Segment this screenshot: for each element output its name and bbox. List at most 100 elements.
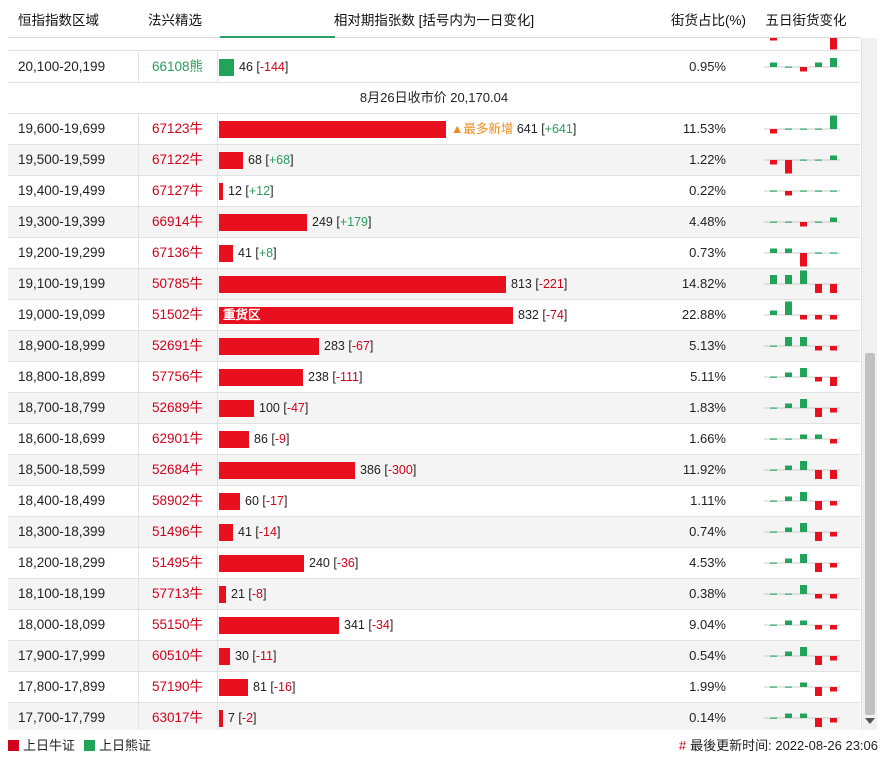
vertical-scrollbar[interactable] xyxy=(861,38,877,730)
table-row[interactable]: 19,600-19,699 67123牛 ▲最多新增 641 [+641] 11.53… xyxy=(8,114,860,145)
outstanding-ratio-cell: 0.22% xyxy=(689,183,726,198)
sparkline-bar xyxy=(815,625,822,630)
header-contract-change[interactable]: 相对期指张数 [括号内为一日变化] xyxy=(333,13,535,28)
table-row[interactable]: 18,900-18,999 52691牛 283 [-67] 5.13% xyxy=(8,331,860,362)
warrant-code-link[interactable]: 67123牛 xyxy=(138,114,218,144)
sparkline-bar xyxy=(815,532,822,541)
warrant-code-link[interactable]: 51502牛 xyxy=(138,300,218,330)
sparkline-bar xyxy=(815,434,822,439)
outstanding-ratio-cell: 0.95% xyxy=(689,59,726,74)
one-day-change: -14 xyxy=(258,525,277,539)
contract-count: 249 xyxy=(312,215,333,229)
warrant-code-link[interactable]: 62901牛 xyxy=(138,424,218,454)
warrant-code-link[interactable]: 52691牛 xyxy=(138,331,218,361)
warrant-code-link[interactable]: 50785牛 xyxy=(138,269,218,299)
warrant-code-link[interactable]: 60510牛 xyxy=(138,641,218,671)
index-range-cell: 20,100-20,199 xyxy=(18,59,106,74)
index-range-cell: 18,500-18,599 xyxy=(18,462,106,477)
table-row[interactable]: 18,300-18,399 51496牛 41 [-14] 0.74% xyxy=(8,517,860,548)
sparkline-bar xyxy=(815,315,822,320)
table-row[interactable] xyxy=(8,38,860,51)
table-row[interactable]: 17,800-17,899 57190牛 81 [-16] 1.99% xyxy=(8,672,860,703)
contract-value: 813 [-221] xyxy=(511,277,568,291)
contract-bar-cell: 100 [-47] xyxy=(219,393,659,423)
header-index-range[interactable]: 恒指指数区域 xyxy=(18,13,99,28)
sparkline-bar xyxy=(830,252,837,254)
scrollbar-thumb[interactable] xyxy=(865,353,875,715)
contract-count: 41 xyxy=(238,246,252,260)
index-range-cell: 18,300-18,399 xyxy=(18,524,106,539)
table-row[interactable]: 18,600-18,699 62901牛 86 [-9] 1.66% xyxy=(8,424,860,455)
five-day-sparkline xyxy=(764,217,840,227)
contract-bar-cell: 41 [-14] xyxy=(219,517,659,547)
warrant-code-link[interactable]: 52689牛 xyxy=(138,393,218,423)
warrant-code-link[interactable]: 67127牛 xyxy=(138,176,218,206)
five-day-sparkline xyxy=(770,38,837,50)
warrant-code-link[interactable]: 57713牛 xyxy=(138,579,218,609)
warrant-code-link[interactable]: 66108熊 xyxy=(138,52,218,82)
table-row[interactable]: 19,400-19,499 67127牛 12 [+12] 0.22% xyxy=(8,176,860,207)
contract-value: 100 [-47] xyxy=(259,401,309,415)
sparkline-bar xyxy=(800,682,807,687)
table-row[interactable]: 20,100-20,199 66108熊 46 [-144] 0.95% xyxy=(8,52,860,83)
sparkline-bar xyxy=(785,651,792,656)
warrant-code-link[interactable]: 67136牛 xyxy=(138,238,218,268)
contract-bar xyxy=(219,369,303,386)
five-day-sparkline xyxy=(764,461,840,479)
warrant-code-link[interactable]: 67122牛 xyxy=(138,145,218,175)
five-day-sparkline xyxy=(764,682,840,696)
table-row[interactable]: 19,100-19,199 50785牛 813 [-221] 14.82% xyxy=(8,269,860,300)
contract-count: 30 xyxy=(235,649,249,663)
table-row[interactable]: 18,700-18,799 52689牛 100 [-47] 1.83% xyxy=(8,393,860,424)
table-row[interactable]: 19,200-19,299 67136牛 41 [+8] 0.73% xyxy=(8,238,860,269)
index-range-cell: 19,100-19,199 xyxy=(18,276,106,291)
warrant-code-link[interactable]: 55150牛 xyxy=(138,610,218,640)
five-day-cell xyxy=(756,610,842,640)
five-day-cell xyxy=(756,455,842,485)
header-five-day-change[interactable]: 五日街货变化 xyxy=(765,13,847,28)
table-row[interactable]: 19,000-19,099 51502牛 重货区 832 [-74] 22.88% xyxy=(8,300,860,331)
table-row[interactable]: 18,000-18,099 55150牛 341 [-34] 9.04% xyxy=(8,610,860,641)
header-outstanding-ratio[interactable]: 街货占比(%) xyxy=(671,13,746,28)
warrant-code-link[interactable]: 57190牛 xyxy=(138,672,218,702)
table-row[interactable]: 18,200-18,299 51495牛 240 [-36] 4.53% xyxy=(8,548,860,579)
sparkline-bar xyxy=(830,217,837,222)
table-row[interactable]: 17,700-17,799 63017牛 7 [-2] 0.14% xyxy=(8,703,860,730)
table-row[interactable]: 17,900-17,999 60510牛 30 [-11] 0.54% xyxy=(8,641,860,672)
table-row[interactable]: 19,500-19,599 67122牛 68 [+68] 1.22% xyxy=(8,145,860,176)
warrant-code-link[interactable]: 51496牛 xyxy=(138,517,218,547)
sparkline-bar xyxy=(770,38,777,41)
sparkline-bar xyxy=(830,470,837,479)
warrant-code-link[interactable]: 58902牛 xyxy=(138,486,218,516)
warrant-code-link[interactable]: 66914牛 xyxy=(138,207,218,237)
contract-value: 240 [-36] xyxy=(309,556,359,570)
index-range-cell: 19,600-19,699 xyxy=(18,121,106,136)
sparkline-bar xyxy=(800,270,807,284)
sparkline-bar xyxy=(800,585,807,594)
sparkline-bar xyxy=(815,470,822,479)
table-row[interactable]: 18,500-18,599 52684牛 386 [-300] 11.92% xyxy=(8,455,860,486)
contract-value: 46 [-144] xyxy=(239,60,289,74)
sparkline-bar xyxy=(785,248,792,253)
five-day-cell xyxy=(756,517,842,547)
warrant-code-link[interactable]: 63017牛 xyxy=(138,703,218,730)
warrant-code-link[interactable]: 51495牛 xyxy=(138,548,218,578)
table-row[interactable]: 18,800-18,899 57756牛 238 [-111] 5.11% xyxy=(8,362,860,393)
one-day-change: -8 xyxy=(251,587,263,601)
table-body[interactable]: 20,100-20,199 66108熊 46 [-144] 0.95% 8月26日收市… xyxy=(8,38,860,730)
warrant-code-link[interactable]: 52684牛 xyxy=(138,455,218,485)
contract-bar-cell: 21 [-8] xyxy=(219,579,659,609)
table-row[interactable]: 18,100-18,199 57713牛 21 [-8] 0.38% xyxy=(8,579,860,610)
warrant-code-link[interactable]: 57756牛 xyxy=(138,362,218,392)
table-row[interactable]: 19,300-19,399 66914牛 249 [+179] 4.48% xyxy=(8,207,860,238)
contract-value: 386 [-300] xyxy=(360,463,417,477)
header-warrant[interactable]: 法兴精选 xyxy=(148,13,202,28)
five-day-sparkline xyxy=(764,337,840,351)
contract-bar xyxy=(219,338,319,355)
five-day-cell xyxy=(756,579,842,609)
last-updated: # 最後更新时间: 2022-08-26 23:06 xyxy=(679,738,878,754)
scroll-down-arrow-icon[interactable] xyxy=(865,718,875,724)
table-row[interactable]: 18,400-18,499 58902牛 60 [-17] 1.11% xyxy=(8,486,860,517)
sparkline-bar xyxy=(830,501,837,506)
sparkline-bar xyxy=(830,625,837,630)
